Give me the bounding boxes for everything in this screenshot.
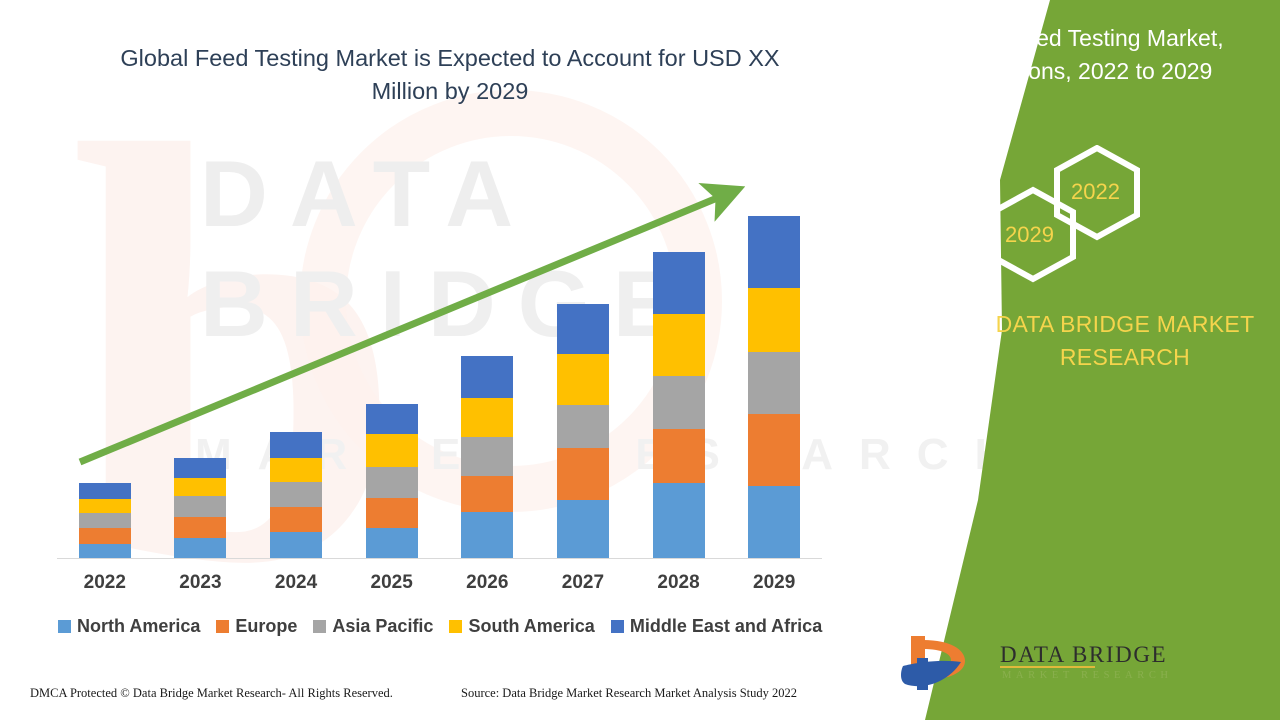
- legend-label: South America: [468, 616, 595, 636]
- legend-swatch-icon: [610, 620, 624, 633]
- bar-segment: [556, 499, 609, 558]
- legend-swatch-icon: [313, 620, 327, 633]
- bar-segment: [270, 481, 323, 508]
- bar-segment: [652, 483, 705, 558]
- bar-segment: [270, 457, 323, 482]
- bar-segment: [556, 448, 609, 500]
- bar-segment: [270, 507, 323, 533]
- legend-label: Europe: [235, 616, 298, 636]
- bar-segment: [365, 497, 418, 529]
- bar-segment: [748, 351, 801, 414]
- legend-label: North America: [77, 616, 201, 636]
- hexagon-far-label: 2022: [1071, 179, 1120, 204]
- bar-segment: [365, 404, 418, 434]
- bar-plot-area: [57, 150, 822, 559]
- bar-segment: [652, 429, 705, 484]
- footer-source: Source: Data Bridge Market Research Mark…: [461, 686, 798, 700]
- legend-item[interactable]: North America: [58, 616, 200, 637]
- x-axis-line: [57, 558, 822, 559]
- bar-segment: [652, 313, 705, 376]
- panel-title: Global Feed Testing Market, By Regions, 2…: [936, 25, 1224, 85]
- x-axis-label-2022: 2022: [83, 572, 126, 593]
- hexagon-far-shape: [1054, 144, 1140, 241]
- bar-segment: [556, 303, 609, 354]
- bar-segment: [461, 475, 514, 513]
- legend-swatch-icon: [449, 620, 463, 633]
- footer-copyright: DMCA Protected © Data Bridge Market Rese…: [30, 686, 393, 700]
- bar-segment: [556, 353, 609, 406]
- x-axis-labels: 2022 2023 2024 2025 2026 2027 2028 2029: [57, 572, 822, 600]
- bar-2024: [270, 431, 323, 558]
- bar-2023: [174, 457, 227, 558]
- bar-segment: [748, 413, 801, 487]
- bar-segment: [174, 477, 227, 496]
- bar-2022: [78, 482, 131, 558]
- bar-segment: [270, 431, 323, 458]
- x-axis-label-2026: 2026: [466, 572, 509, 593]
- data-bridge-logo-icon: [901, 636, 965, 690]
- bar-segment: [556, 405, 609, 449]
- bar-segment: [174, 457, 227, 478]
- bar-segment: [365, 433, 418, 468]
- bar-segment: [365, 528, 418, 558]
- hexagon-near-label: 2029: [1005, 222, 1054, 247]
- hexagon-group: 2022 2029: [985, 144, 1185, 290]
- bar-segment: [78, 513, 131, 529]
- bar-segment: [78, 528, 131, 544]
- legend-item[interactable]: Asia Pacific: [313, 616, 433, 637]
- x-axis-label-2025: 2025: [370, 572, 413, 593]
- legend-label: Middle East and Africa: [629, 616, 823, 636]
- bar-segment: [461, 436, 514, 476]
- x-axis-label-2023: 2023: [179, 572, 222, 593]
- bar-2027: [556, 303, 609, 558]
- bar-segment: [748, 287, 801, 352]
- bar-2029: [748, 216, 801, 558]
- logo-subtext: MARKET RESEARCH: [1002, 670, 1173, 681]
- panel-brand-text: DATA BRIDGE MARKET RESEARCH: [995, 311, 1255, 370]
- hexagon-near-shape: [990, 186, 1076, 283]
- bar-segment: [652, 375, 705, 430]
- bar-segment: [174, 537, 227, 558]
- bar-segment: [365, 467, 418, 498]
- legend-item[interactable]: Middle East and Africa: [610, 616, 823, 637]
- bar-segment: [174, 495, 227, 517]
- bar-2028: [652, 252, 705, 558]
- bar-2025: [365, 404, 418, 558]
- x-axis-label-2029: 2029: [753, 572, 796, 593]
- x-axis-label-2027: 2027: [561, 572, 605, 593]
- growth-arrow-icon: [78, 183, 746, 466]
- hexagon-shapes-icon: [990, 144, 1140, 283]
- x-axis-label-2028: 2028: [657, 572, 700, 593]
- bar-2026: [461, 356, 514, 558]
- bar-segment: [652, 252, 705, 314]
- legend-label: Asia Pacific: [332, 616, 434, 636]
- bar-segment: [461, 512, 514, 558]
- logo-divider: [1000, 666, 1095, 668]
- chart-legend: North America Europe Asia Pacific South Ame…: [58, 616, 822, 637]
- bar-segment: [78, 482, 131, 499]
- bar-segment: [78, 543, 131, 558]
- bar-segment: [461, 397, 514, 437]
- legend-item[interactable]: Europe: [216, 616, 297, 637]
- bar-segment: [748, 216, 801, 288]
- legend-item[interactable]: South America: [449, 616, 595, 637]
- logo-wordmark: DATA BRIDGE: [1000, 642, 1168, 667]
- bar-segment: [461, 356, 514, 398]
- bar-segment: [748, 486, 801, 558]
- legend-swatch-icon: [216, 620, 230, 633]
- bar-segment: [78, 498, 131, 514]
- legend-swatch-icon: [58, 620, 71, 633]
- bar-segment: [270, 532, 323, 558]
- chart-title: Global Feed Testing Market is Expected t…: [120, 45, 780, 105]
- x-axis-label-2024: 2024: [274, 572, 318, 593]
- bar-segment: [174, 516, 227, 538]
- watermark-line-1: DATA: [200, 141, 536, 246]
